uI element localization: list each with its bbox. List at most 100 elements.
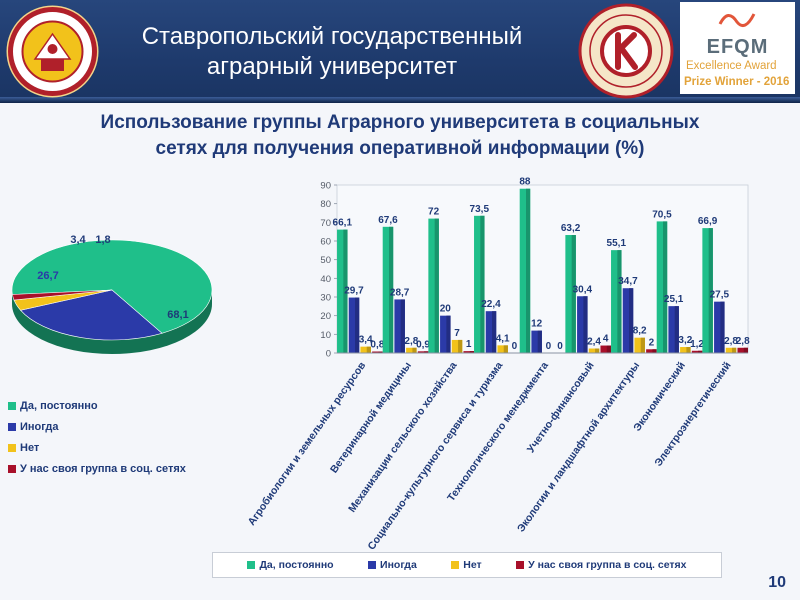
bar-6-3	[646, 349, 657, 353]
bar-value-label-1-1: 28,7	[390, 287, 410, 298]
bar-legend-item-sometimes: Иногда	[368, 559, 417, 571]
bar-0-0	[337, 229, 348, 353]
pie-legend-label-sometimes: Иногда	[20, 420, 59, 433]
bar-shade-7-3	[698, 350, 703, 353]
efqm-award-logo: EFQM Excellence Award Prize Winner - 201…	[680, 2, 795, 94]
bar-3-1	[485, 311, 497, 353]
page-number: 10	[768, 574, 786, 591]
university-seal-logo	[6, 5, 99, 98]
y-tick-label: 40	[320, 274, 331, 285]
slide-title-line1: Использование группы Аграрного университ…	[100, 112, 700, 133]
bar-value-label-6-0: 55,1	[607, 238, 627, 249]
bar-7-2	[680, 347, 691, 353]
bar-value-label-3-1: 22,4	[481, 299, 501, 310]
bar-value-label-1-3: 0,9	[416, 339, 430, 350]
y-tick-label: 80	[320, 199, 331, 210]
bar-shade-5-2	[595, 348, 600, 353]
bar-value-label-2-3: 1	[466, 339, 472, 350]
bar-legend-item-own-group: У нас своя группа в соц. сетях	[516, 559, 687, 571]
bar-legend-swatch-no	[451, 561, 460, 569]
bar-shade-2-0	[434, 218, 439, 353]
bar-2-1	[440, 315, 451, 353]
bar-value-label-3-0: 73,5	[470, 204, 490, 215]
pie-legend-item-own-group: У нас своя группа в соц. сетях	[8, 458, 248, 479]
y-tick-label: 0	[326, 349, 331, 360]
pie-legend-item-yes: Да, постоянно	[8, 395, 248, 416]
bar-value-label-7-3: 1,2	[690, 339, 704, 350]
bar-value-label-5-2: 2,4	[587, 337, 601, 348]
pie-label-1: 26,7	[37, 270, 58, 282]
bar-7-1	[668, 306, 679, 353]
y-tick-label: 10	[320, 330, 331, 341]
bar-5-2	[588, 348, 600, 353]
bar-shade-3-2	[503, 345, 508, 353]
bar-value-label-0-2: 3,4	[359, 335, 373, 346]
legend-swatch-own-group	[8, 464, 16, 473]
pie-legend-item-sometimes: Иногда	[8, 416, 248, 437]
bar-plot-area	[336, 184, 749, 354]
bar-shade-5-1	[583, 296, 588, 353]
bar-value-label-0-3: 0,8	[370, 340, 384, 351]
bar-value-label-8-2: 2,8	[724, 336, 738, 347]
bar-shade-7-0	[663, 221, 668, 353]
bar-shade-4-0	[526, 188, 531, 353]
efqm-swirl-icon	[718, 13, 756, 28]
bar-7-0	[656, 221, 668, 353]
bar-shade-0-3	[378, 351, 383, 353]
bar-shade-6-0	[617, 250, 622, 353]
bar-8-1	[714, 301, 725, 353]
bar-1-0	[382, 226, 394, 353]
bar-value-label-8-3: 2,8	[736, 336, 750, 347]
bar-shade-6-2	[640, 337, 645, 353]
legend-swatch-no	[8, 443, 16, 452]
bar-7-3	[691, 350, 703, 353]
bar-shade-5-0	[571, 235, 576, 353]
bar-2-2	[451, 339, 463, 353]
pie-legend-label-no: Нет	[20, 441, 40, 454]
bar-value-label-4-0: 88	[519, 177, 531, 188]
bar-8-3	[737, 347, 748, 353]
bar-value-label-5-1: 30,4	[573, 284, 593, 295]
pie-legend-item-no: Нет	[8, 437, 248, 458]
efqm-name: EFQM	[706, 36, 769, 58]
bar-value-label-3-2: 4,1	[496, 333, 510, 344]
quality-award-medal-logo	[578, 3, 674, 99]
bar-legend-swatch-own-group	[516, 561, 525, 569]
bar-0-3	[372, 351, 383, 353]
bar-shade-8-3	[743, 347, 748, 353]
university-title-line1: Ставропольский государственный	[141, 23, 523, 50]
bar-value-label-7-1: 25,1	[664, 294, 684, 305]
bar-shade-7-2	[686, 347, 691, 353]
bar-0-1	[348, 297, 360, 353]
category-label-8: Электроэнергетический	[652, 360, 733, 469]
bar-shade-5-3	[606, 345, 611, 353]
bar-shade-4-1	[537, 330, 542, 353]
y-tick-label: 50	[320, 255, 331, 266]
bar-value-label-5-0: 63,2	[561, 223, 581, 234]
bar-legend-label-no: Нет	[463, 559, 482, 571]
y-tick-label: 60	[320, 237, 331, 248]
bar-6-2	[634, 337, 645, 353]
bar-value-label-6-3: 2	[649, 337, 655, 348]
bar-3-0	[474, 215, 485, 353]
bar-value-label-7-0: 70,5	[652, 209, 672, 220]
slide-title: Использование группы Аграрного университ…	[20, 110, 780, 162]
bar-value-label-8-1: 27,5	[710, 290, 730, 301]
bar-value-label-3-3: 0	[512, 341, 518, 352]
bar-shade-8-2	[732, 347, 737, 353]
pie-label-3: 1,8	[95, 234, 110, 246]
bar-value-label-2-0: 72	[428, 207, 440, 218]
bar-5-1	[577, 296, 588, 353]
university-title: Ставропольский государственный аграрный …	[112, 22, 552, 82]
bar-0-2	[360, 346, 371, 353]
bar-shade-3-1	[492, 311, 497, 353]
bar-value-label-6-1: 34,7	[618, 276, 638, 287]
bar-3-2	[497, 345, 508, 353]
bar-value-label-2-1: 20	[440, 304, 452, 315]
pie-legend: Да, постоянно Иногда Нет У нас своя груп…	[8, 395, 248, 479]
pie-slice-0	[11, 239, 213, 334]
university-title-line2: аграрный университет	[206, 53, 458, 80]
bar-legend-item-yes: Да, постоянно	[247, 559, 334, 571]
y-tick-label: 30	[320, 293, 331, 304]
